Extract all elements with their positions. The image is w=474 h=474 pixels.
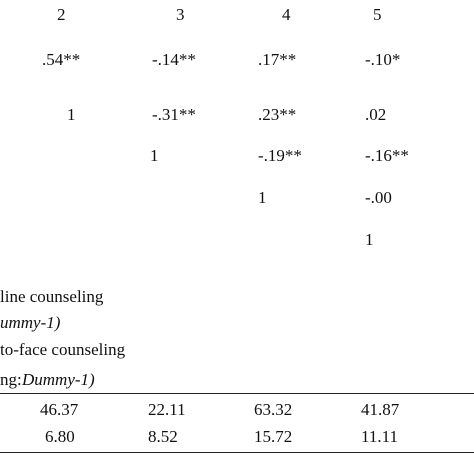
corr-cell: 1: [150, 146, 159, 165]
stat-cell: 11.11: [361, 427, 398, 446]
corr-cell: .54**: [42, 50, 81, 69]
note-text: to-face counseling: [0, 340, 126, 359]
stat-cell: 41.87: [361, 400, 400, 419]
note-text: line counseling: [0, 287, 104, 306]
corr-cell: -.31**: [152, 105, 196, 124]
stat-cell: 46.37: [40, 400, 79, 419]
stat-cell: 6.80: [45, 427, 75, 446]
corr-cell: .23**: [258, 105, 297, 124]
header-cell: 5: [373, 5, 382, 24]
note-italic: ummy-1): [0, 313, 61, 332]
stat-cell: 22.11: [148, 400, 186, 419]
corr-cell: 1: [258, 188, 267, 207]
corr-cell: 1: [67, 105, 76, 124]
corr-cell: -.00: [365, 188, 392, 207]
corr-cell: .02: [365, 105, 387, 124]
header-cell: 2: [57, 5, 66, 24]
corr-cell: 1: [365, 230, 374, 249]
note-italic: Dummy-1): [22, 370, 95, 389]
table-rule: [0, 452, 474, 453]
table-rule: [0, 393, 474, 394]
stat-cell: 8.52: [148, 427, 178, 446]
corr-cell: -.10*: [365, 50, 401, 69]
header-cell: 4: [282, 5, 291, 24]
corr-cell: -.14**: [152, 50, 196, 69]
note-text: ng:: [0, 370, 22, 389]
corr-cell: -.16**: [365, 146, 409, 165]
header-cell: 3: [176, 5, 185, 24]
stat-cell: 15.72: [254, 427, 293, 446]
corr-cell: .17**: [258, 50, 297, 69]
corr-cell: -.19**: [258, 146, 302, 165]
stat-cell: 63.32: [254, 400, 293, 419]
